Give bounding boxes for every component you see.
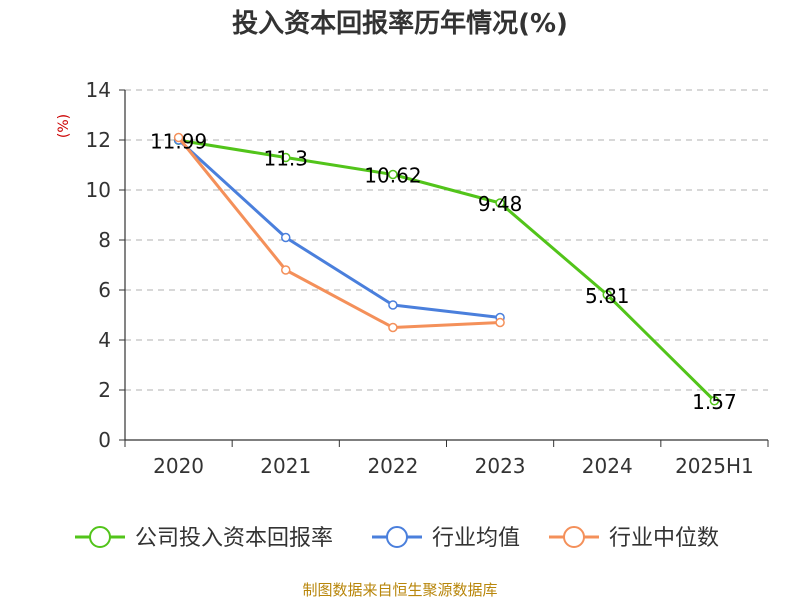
data-point[interactable] xyxy=(495,317,505,328)
data-label: 5.81 xyxy=(585,284,630,308)
data-label: 9.48 xyxy=(478,192,523,216)
series-line xyxy=(177,138,501,319)
axes: 0 2 4 6 8 10 12 14 2020 2021 2022 2023 2024 2025H1 xyxy=(86,78,769,478)
data-point[interactable] xyxy=(281,152,291,163)
data-point[interactable] xyxy=(388,300,398,310)
y-tick-label: 0 xyxy=(98,428,111,452)
data-point[interactable] xyxy=(281,265,291,275)
data-point[interactable] xyxy=(173,132,184,143)
data-label: 11.99 xyxy=(150,129,207,153)
data-label: 10.62 xyxy=(364,164,421,188)
y-tick-label: 14 xyxy=(86,78,111,102)
x-tick-label: 2024 xyxy=(582,454,633,478)
legend-label: 行业均值 xyxy=(432,526,520,551)
legend-marker-icon xyxy=(386,526,408,548)
series-group xyxy=(173,132,720,406)
x-tick-label: 2023 xyxy=(475,454,526,478)
chart-title: 投入资本回报率历年情况(%) xyxy=(232,8,568,39)
legend-item[interactable]: 行业中位数 xyxy=(549,526,719,551)
data-labels: 11.99 11.3 10.62 9.48 5.81 1.57 xyxy=(150,129,737,414)
y-tick-label: 4 xyxy=(98,328,111,352)
data-point[interactable] xyxy=(495,198,505,208)
data-label: 11.3 xyxy=(263,147,308,171)
x-tick-label: 2020 xyxy=(153,454,204,478)
data-point[interactable] xyxy=(602,290,612,300)
grid-lines xyxy=(125,89,768,391)
series-line xyxy=(177,136,501,329)
legend-item[interactable]: 公司投入资本回报率 xyxy=(75,526,333,551)
data-point[interactable] xyxy=(388,169,398,180)
legend-item[interactable]: 行业均值 xyxy=(372,526,520,551)
y-tick-label: 2 xyxy=(98,378,111,402)
source-note: 制图数据来自恒生聚源数据库 xyxy=(302,581,497,599)
y-tick-label: 10 xyxy=(86,178,111,202)
data-label: 1.57 xyxy=(692,390,737,414)
legend[interactable]: 公司投入资本回报率 行业均值 行业中位数 xyxy=(75,526,719,551)
data-point[interactable] xyxy=(709,396,720,406)
legend-label: 公司投入资本回报率 xyxy=(135,526,333,551)
y-tick-label: 8 xyxy=(98,228,111,252)
y-tick-label: 6 xyxy=(98,278,111,302)
x-tick-label: 2025H1 xyxy=(675,454,754,478)
legend-marker-icon xyxy=(563,526,585,548)
data-point[interactable] xyxy=(388,322,398,333)
series-line xyxy=(178,138,716,402)
legend-label: 行业中位数 xyxy=(609,526,719,551)
x-tick-label: 2021 xyxy=(260,454,311,478)
y-axis-unit: (%) xyxy=(56,114,72,138)
x-tick-label: 2022 xyxy=(367,454,418,478)
legend-marker-icon xyxy=(89,526,111,548)
data-point[interactable] xyxy=(281,232,291,243)
y-tick-label: 12 xyxy=(86,128,111,152)
